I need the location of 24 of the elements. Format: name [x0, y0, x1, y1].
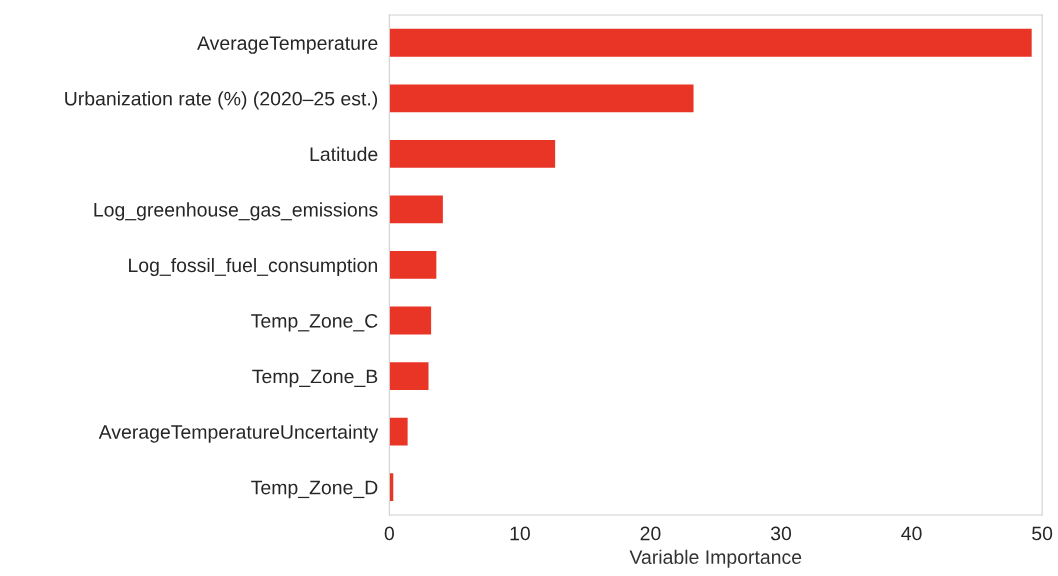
y-tick-label: Log_greenhouse_gas_emissions — [94, 202, 378, 221]
x-axis-title: Variable Importance — [629, 549, 802, 568]
y-tick-label: AverageTemperature — [197, 36, 378, 54]
bar — [389, 306, 432, 335]
y-tick-label: Temp_Zone_C — [251, 313, 378, 332]
bar — [389, 28, 1032, 57]
bar — [389, 251, 437, 279]
x-tick-label: 40 — [901, 526, 922, 541]
x-tick-label: 10 — [510, 526, 530, 541]
bar — [389, 139, 556, 168]
y-tick-label: Latitude — [310, 146, 378, 162]
y-tick-label: Temp_Zone_D — [251, 480, 378, 499]
x-tick-label: 30 — [770, 526, 792, 541]
x-tick-label: 0 — [384, 526, 394, 541]
bar — [389, 195, 443, 224]
y-tick-label: Urbanization rate (%) (2020–25 est.) — [65, 91, 378, 110]
x-tick-label: 50 — [1032, 526, 1053, 541]
y-tick-label: Temp_Zone_B — [252, 369, 378, 388]
bar — [389, 84, 694, 113]
bar — [389, 417, 408, 446]
bar — [389, 362, 429, 390]
y-tick-label: Log_fossil_fuel_consumption — [129, 257, 377, 277]
y-tick-label: AverageTemperatureUncertainty — [98, 424, 379, 443]
x-tick-label: 20 — [640, 526, 661, 541]
